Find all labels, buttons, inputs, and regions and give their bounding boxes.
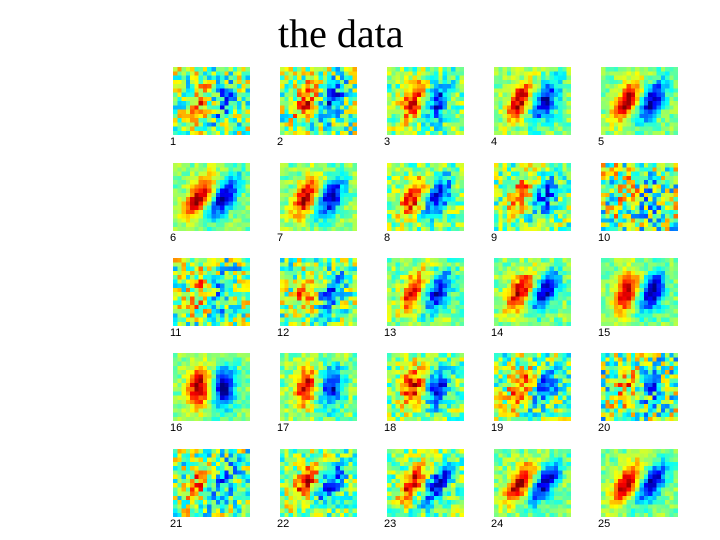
panel-label: 19 [491, 422, 504, 434]
panel-label: 16 [170, 422, 183, 434]
panel-label: 1 [170, 136, 177, 148]
data-panel: 18 [384, 353, 479, 435]
data-panel: 1 [170, 67, 265, 149]
panel-label: 17 [277, 422, 290, 434]
panel-heatmap [280, 449, 357, 517]
panel-heatmap [173, 67, 250, 135]
panel-heatmap [494, 353, 571, 421]
panel-heatmap [280, 258, 357, 326]
panel-label: 18 [384, 422, 397, 434]
panel-label: 10 [598, 232, 611, 244]
data-panel: 25 [598, 449, 693, 531]
panel-heatmap [494, 449, 571, 517]
panel-heatmap [173, 258, 250, 326]
panel-label: 4 [491, 136, 498, 148]
data-panel: 12 [277, 258, 372, 340]
panel-heatmap [494, 67, 571, 135]
panel-heatmap [387, 353, 464, 421]
data-panel: 21 [170, 449, 265, 531]
panel-heatmap [601, 163, 678, 231]
data-panel: 10 [598, 163, 693, 245]
panel-label: 6 [170, 232, 177, 244]
data-panel: 6 [170, 163, 265, 245]
panel-label: 2 [277, 136, 284, 148]
panel-label: 5 [598, 136, 605, 148]
panel-label: 7 [277, 232, 284, 244]
panel-label: 20 [598, 422, 611, 434]
panel-label: 9 [491, 232, 498, 244]
data-panel: 3 [384, 67, 479, 149]
panel-heatmap [387, 67, 464, 135]
panel-heatmap [601, 353, 678, 421]
panel-label: 14 [491, 327, 504, 339]
panel-heatmap [173, 353, 250, 421]
panel-label: 11 [170, 327, 182, 339]
panel-label: 13 [384, 327, 397, 339]
panel-heatmap [494, 258, 571, 326]
panel-heatmap [601, 449, 678, 517]
data-panel: 15 [598, 258, 693, 340]
panel-heatmap [494, 163, 571, 231]
panel-heatmap [280, 67, 357, 135]
data-panel: 2 [277, 67, 372, 149]
panel-heatmap [173, 163, 250, 231]
panel-label: 22 [277, 518, 290, 530]
data-panel: 11 [170, 258, 265, 340]
data-panel: 23 [384, 449, 479, 531]
panel-label: 25 [598, 518, 611, 530]
data-panel: 14 [491, 258, 586, 340]
panel-heatmap [387, 163, 464, 231]
data-panel: 20 [598, 353, 693, 435]
panel-label: 24 [491, 518, 504, 530]
data-panel: 8 [384, 163, 479, 245]
panel-label: 15 [598, 327, 611, 339]
data-panel: 5 [598, 67, 693, 149]
panel-label: 3 [384, 136, 391, 148]
panel-heatmap [601, 67, 678, 135]
data-panel: 7 [277, 163, 372, 245]
data-panel: 17 [277, 353, 372, 435]
data-panel: 4 [491, 67, 586, 149]
data-panel: 19 [491, 353, 586, 435]
panel-label: 8 [384, 232, 391, 244]
panel-heatmap [280, 353, 357, 421]
data-panel: 24 [491, 449, 586, 531]
data-panel: 22 [277, 449, 372, 531]
panel-label: 12 [277, 327, 290, 339]
data-panel: 13 [384, 258, 479, 340]
data-panel: 9 [491, 163, 586, 245]
panel-heatmap [173, 449, 250, 517]
slide-title: the data [278, 11, 404, 56]
data-panel: 16 [170, 353, 265, 435]
panel-heatmap [601, 258, 678, 326]
panel-heatmap [387, 258, 464, 326]
panel-label: 23 [384, 518, 397, 530]
panel-heatmap [387, 449, 464, 517]
panel-heatmap [280, 163, 357, 231]
panel-label: 21 [170, 518, 183, 530]
